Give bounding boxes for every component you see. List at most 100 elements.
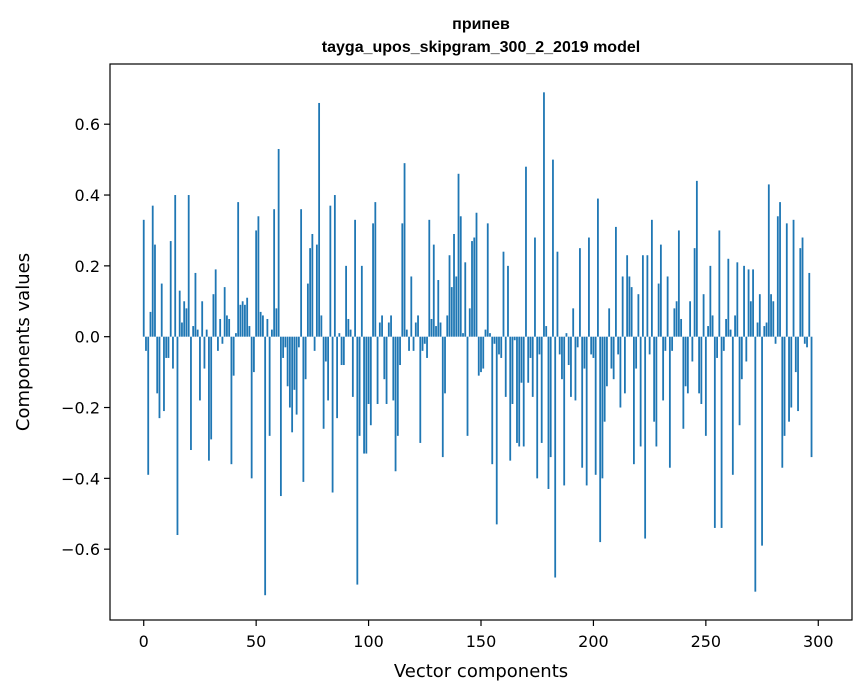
bar-76 [313,336,316,351]
y-tick-label: 0.6 [75,115,100,134]
bar-247 [698,336,700,394]
bar-177 [540,336,543,443]
bar-195 [581,336,584,468]
bar-260 [727,258,730,337]
y-axis-ticks: −0.6 −0.4 −0.2 0.0 0.2 0.4 0.6 [61,115,110,559]
bar-142 [462,333,464,337]
x-tick-label: 200 [578,632,609,651]
bar-181 [549,336,552,458]
bar-84 [331,336,334,493]
bar-274 [758,294,761,337]
chart-subtitle: tayga_upos_skipgram_300_2_2019 model [322,39,640,56]
bar-108 [385,336,388,404]
bar-92 [349,329,352,337]
bar-135 [446,315,449,337]
bar-7 [158,336,161,419]
x-tick-label: 50 [246,632,266,651]
bar-286 [785,223,788,337]
bar-149 [477,336,480,376]
bar-49 [253,336,255,373]
bar-70 [300,209,303,337]
bar-138 [453,233,455,337]
bar-160 [502,251,505,337]
bar-280 [772,301,775,337]
bar-129 [432,244,435,337]
bar-121 [414,322,417,337]
y-tick-label: −0.6 [61,540,100,559]
bar-25 [199,336,201,401]
bar-185 [558,336,561,355]
bar-46 [246,297,249,337]
x-tick-label: 100 [353,632,384,651]
bar-69 [297,336,300,348]
bar-209 [612,336,615,380]
bar-37 [226,315,228,337]
bar-20 [187,195,190,337]
bar-83 [329,205,332,337]
bar-156 [493,336,496,344]
bar-259 [725,318,727,337]
bar-187 [563,336,566,486]
bar-191 [572,308,575,337]
bar-22 [192,326,195,337]
bar-8 [160,283,163,337]
bar-168 [520,336,523,383]
bar-122 [417,315,419,337]
bar-112 [394,336,397,472]
y-tick-label: 0.2 [75,257,100,276]
bar-18 [183,301,186,337]
bar-61 [279,336,282,497]
bar-1 [145,336,147,351]
bar-277 [765,322,768,337]
bar-15 [176,336,179,536]
bar-172 [529,336,532,358]
bar-198 [588,237,590,337]
bar-50 [255,230,258,337]
bar-166 [516,336,518,443]
bar-221 [639,336,642,447]
bar-205 [603,336,606,422]
bar-265 [738,336,741,426]
bar-246 [695,180,698,337]
bar-101 [369,336,372,426]
bar-48 [250,336,253,479]
bar-183 [554,336,557,578]
bar-278 [767,184,770,337]
bar-264 [736,262,739,337]
bar-144 [466,336,469,436]
x-tick-label: 250 [691,632,722,651]
bar-131 [437,280,440,337]
bar-43 [239,304,242,337]
bar-82 [327,336,329,401]
bar-273 [756,322,759,337]
bar-126 [426,336,428,358]
bars-group [142,92,813,596]
bar-134 [444,336,446,394]
bar-71 [302,336,305,482]
bar-216 [628,276,631,337]
bar-290 [794,336,797,373]
bar-103 [374,202,377,337]
bar-236 [673,308,676,337]
bar-164 [511,336,514,404]
bar-158 [498,336,500,355]
bar-104 [376,336,379,404]
bar-169 [522,336,525,447]
bar-60 [277,148,280,337]
bar-235 [671,336,674,351]
bar-6 [156,336,159,394]
bar-203 [599,336,602,543]
bar-91 [347,318,350,337]
bar-77 [315,244,318,337]
bar-140 [457,173,460,337]
bar-123 [419,336,422,443]
bar-137 [450,287,453,337]
bar-248 [700,336,703,404]
bar-219 [635,336,638,369]
bar-119 [410,276,413,337]
bar-184 [556,251,559,337]
bar-190 [570,336,572,397]
bar-250 [704,336,707,436]
bar-268 [745,336,748,362]
bar-98 [363,336,365,454]
